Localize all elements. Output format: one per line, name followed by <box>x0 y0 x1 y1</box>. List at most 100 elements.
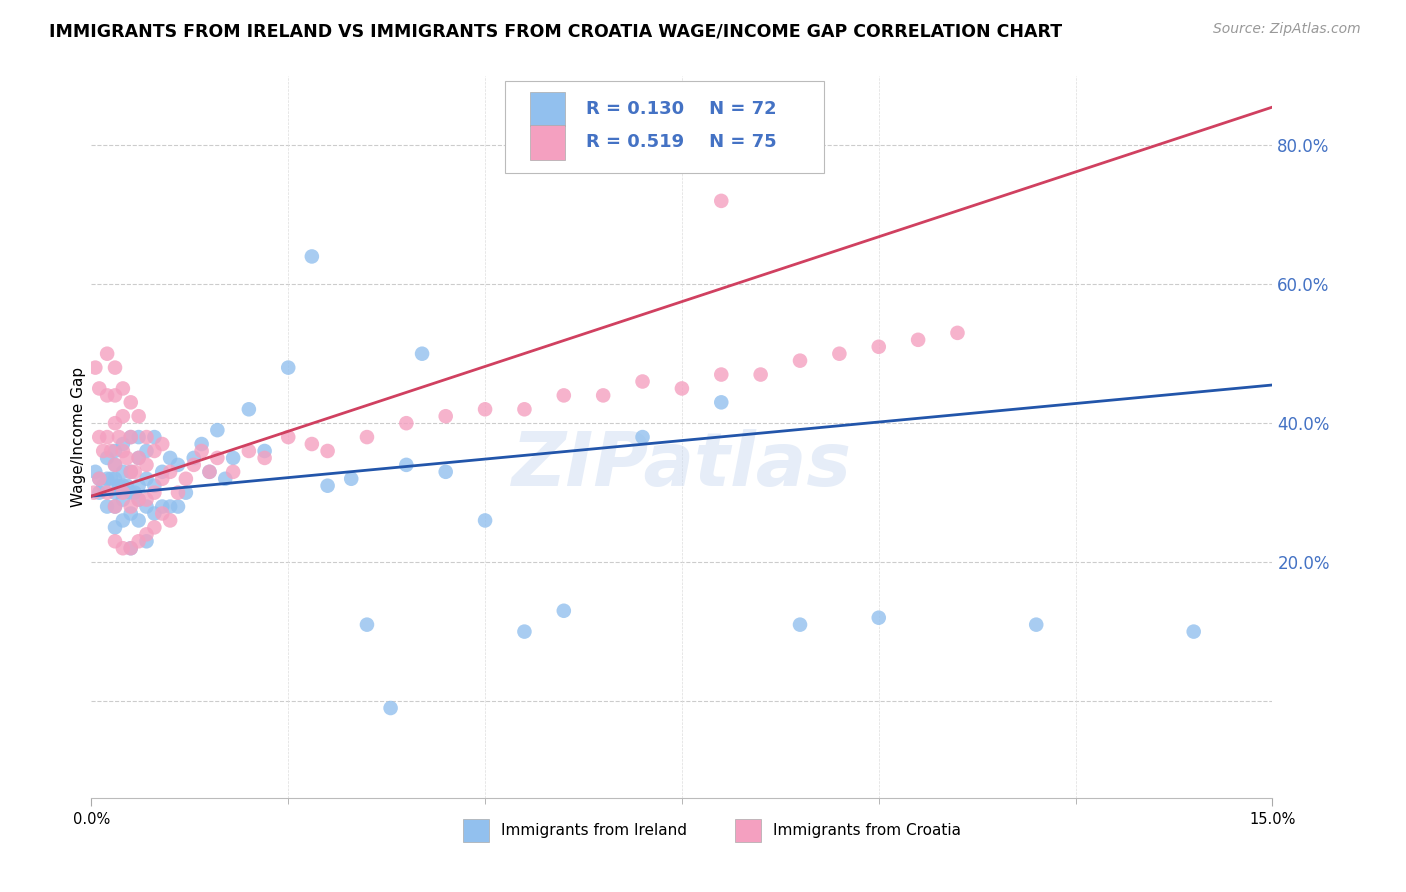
Point <box>135 492 157 507</box>
Point <box>111 409 134 424</box>
Point <box>120 485 142 500</box>
Point <box>128 534 150 549</box>
Point <box>434 409 457 424</box>
Point <box>946 326 969 340</box>
Point <box>356 617 378 632</box>
Point <box>96 347 118 361</box>
Point <box>253 450 276 465</box>
Point <box>120 541 142 556</box>
Point <box>150 472 173 486</box>
Point <box>868 610 890 624</box>
Point <box>214 472 236 486</box>
Text: R = 0.519    N = 75: R = 0.519 N = 75 <box>586 133 778 152</box>
Point <box>710 368 733 382</box>
Point <box>631 375 654 389</box>
Point <box>128 450 150 465</box>
Point <box>828 347 851 361</box>
Point <box>474 513 496 527</box>
Bar <box>735 819 761 842</box>
Point <box>671 381 693 395</box>
Point <box>128 409 150 424</box>
Point <box>89 472 111 486</box>
Point <box>120 541 142 556</box>
Point <box>104 534 127 549</box>
Point <box>128 450 150 465</box>
Point <box>120 395 142 409</box>
Text: IMMIGRANTS FROM IRELAND VS IMMIGRANTS FROM CROATIA WAGE/INCOME GAP CORRELATION C: IMMIGRANTS FROM IRELAND VS IMMIGRANTS FR… <box>49 22 1063 40</box>
Point <box>198 465 221 479</box>
Point <box>316 479 339 493</box>
Point <box>150 500 173 514</box>
Point <box>120 465 142 479</box>
Point <box>120 507 142 521</box>
Text: Immigrants from Croatia: Immigrants from Croatia <box>773 822 960 838</box>
Point <box>128 479 150 493</box>
Point <box>143 430 166 444</box>
Point <box>128 513 150 527</box>
Text: R = 0.130    N = 72: R = 0.130 N = 72 <box>586 100 778 118</box>
Point <box>104 444 127 458</box>
Point <box>100 472 122 486</box>
Point <box>124 485 146 500</box>
Point <box>301 249 323 264</box>
Point <box>553 604 575 618</box>
Point <box>128 492 150 507</box>
Point <box>104 485 127 500</box>
Point <box>111 437 134 451</box>
Point <box>190 437 212 451</box>
Point <box>513 624 536 639</box>
Point <box>789 617 811 632</box>
Point <box>183 458 205 472</box>
Point <box>159 465 181 479</box>
Point <box>135 527 157 541</box>
Y-axis label: Wage/Income Gap: Wage/Income Gap <box>70 367 86 508</box>
Point <box>96 430 118 444</box>
Point <box>143 444 166 458</box>
Bar <box>530 92 565 127</box>
Point <box>1025 617 1047 632</box>
Point <box>111 479 134 493</box>
Point <box>631 430 654 444</box>
Point <box>198 465 221 479</box>
Text: Immigrants from Ireland: Immigrants from Ireland <box>501 822 688 838</box>
Point <box>183 450 205 465</box>
Point <box>104 500 127 514</box>
Point <box>143 520 166 534</box>
Point <box>91 479 114 493</box>
Point <box>710 194 733 208</box>
Point <box>135 458 157 472</box>
Point <box>159 450 181 465</box>
Point <box>96 450 118 465</box>
Point <box>380 701 402 715</box>
Point <box>434 465 457 479</box>
Point <box>135 444 157 458</box>
Point <box>167 485 190 500</box>
Point <box>111 541 134 556</box>
Point <box>135 430 157 444</box>
Point <box>104 360 127 375</box>
Point <box>104 500 127 514</box>
Point <box>207 423 229 437</box>
Point <box>104 416 127 430</box>
Point <box>89 485 111 500</box>
Point <box>150 437 173 451</box>
Point <box>143 507 166 521</box>
Bar <box>464 819 489 842</box>
Point <box>96 500 118 514</box>
Point <box>135 500 157 514</box>
Point <box>89 381 111 395</box>
Point <box>411 347 433 361</box>
Point <box>120 500 142 514</box>
Point <box>124 465 146 479</box>
Point <box>395 416 418 430</box>
Point <box>96 472 118 486</box>
Point <box>143 479 166 493</box>
Point <box>340 472 363 486</box>
Point <box>104 458 127 472</box>
Point <box>111 465 134 479</box>
Point <box>553 388 575 402</box>
Point <box>120 430 142 444</box>
Point <box>89 430 111 444</box>
Point <box>115 479 138 493</box>
Point <box>395 458 418 472</box>
